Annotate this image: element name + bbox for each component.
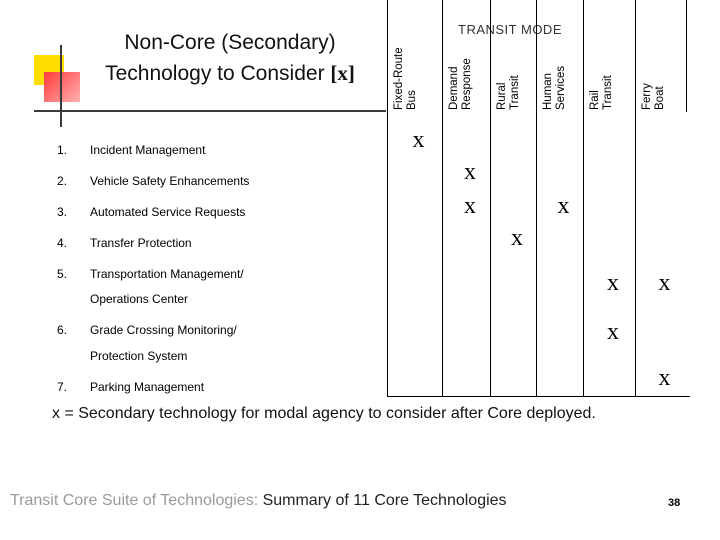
row-label: Grade Crossing Monitoring/ <box>90 323 237 337</box>
mark-x: x <box>511 225 523 251</box>
row-label-continued: Protection System <box>90 349 188 363</box>
column-header-line2: Services <box>555 65 567 110</box>
column-header: Rail Transit <box>589 75 615 110</box>
column-header-line2: Boat <box>654 86 666 110</box>
row-label: Vehicle Safety Enhancements <box>90 174 250 188</box>
mark-x: x <box>557 193 570 219</box>
row-number: 7. <box>57 380 68 394</box>
column-header-line1: Ferry <box>641 83 653 110</box>
grid-column-line <box>583 0 584 396</box>
footnote: x = Secondary technology for modal agenc… <box>52 405 596 422</box>
mark-x: x <box>658 270 671 296</box>
row-label: Incident Management <box>90 143 206 157</box>
row-label: Automated Service Requests <box>90 205 246 219</box>
row-label-continued: Operations Center <box>90 292 189 306</box>
row-number: 1. <box>57 143 68 157</box>
column-header-line1: Rural <box>496 82 508 110</box>
column-header-line1: Human <box>542 72 554 110</box>
grid-column-line <box>635 0 636 396</box>
mark-x: x <box>412 127 425 153</box>
grid-column-line <box>490 0 491 396</box>
mark-x: x <box>607 270 619 296</box>
decor-vertical-line <box>60 45 62 127</box>
grid-column-line <box>686 0 687 112</box>
row-number: 4. <box>57 236 68 250</box>
column-header: Ferry Boat <box>641 83 667 110</box>
mark-x: x <box>464 159 476 185</box>
row-label: Parking Management <box>90 380 205 394</box>
row-number: 2. <box>57 174 68 188</box>
mark-x: x <box>464 193 476 219</box>
decor-red-square <box>44 72 80 102</box>
footer-emphasis: Summary of 11 Core Technologies <box>262 492 507 509</box>
page-number: 38 <box>668 497 681 509</box>
column-header: Human Services <box>542 66 568 110</box>
slide-footer: Transit Core Suite of Technologies: Summ… <box>10 492 507 510</box>
column-header-line2: Transit <box>509 75 521 110</box>
column-header-line2: Transit <box>602 75 614 110</box>
row-label: Transportation Management/ <box>90 267 244 281</box>
slide-title-marker: [x] <box>330 61 355 85</box>
row-number: 6. <box>57 323 68 337</box>
row-label: Transfer Protection <box>90 236 192 250</box>
mark-x: x <box>607 319 619 345</box>
column-header: Rural Transit <box>496 75 522 110</box>
grid-column-line <box>387 0 388 396</box>
column-header: Fixed-Route Bus <box>393 47 419 110</box>
row-number: 3. <box>57 205 68 219</box>
decor-horizontal-line <box>34 110 386 112</box>
grid-column-line <box>536 0 537 396</box>
footer-prefix: Transit Core Suite of Technologies: <box>10 492 263 509</box>
slide-title-text: Non-Core (Secondary) Technology to Consi… <box>105 31 336 85</box>
column-header: Demand Response <box>448 58 474 110</box>
slide-title: Non-Core (Secondary) Technology to Consi… <box>80 28 380 89</box>
column-header-line1: Demand <box>448 66 460 110</box>
grid-column-line <box>442 0 443 396</box>
column-header-line1: Rail <box>589 90 601 110</box>
transit-mode-header: TRANSIT MODE <box>458 22 562 37</box>
column-header-line2: Response <box>461 58 473 110</box>
grid-bottom-line <box>387 396 690 397</box>
column-header-line1: Fixed-Route <box>393 47 405 110</box>
column-header-line2: Bus <box>406 90 418 110</box>
mark-x: x <box>658 365 671 391</box>
row-number: 5. <box>57 267 68 281</box>
